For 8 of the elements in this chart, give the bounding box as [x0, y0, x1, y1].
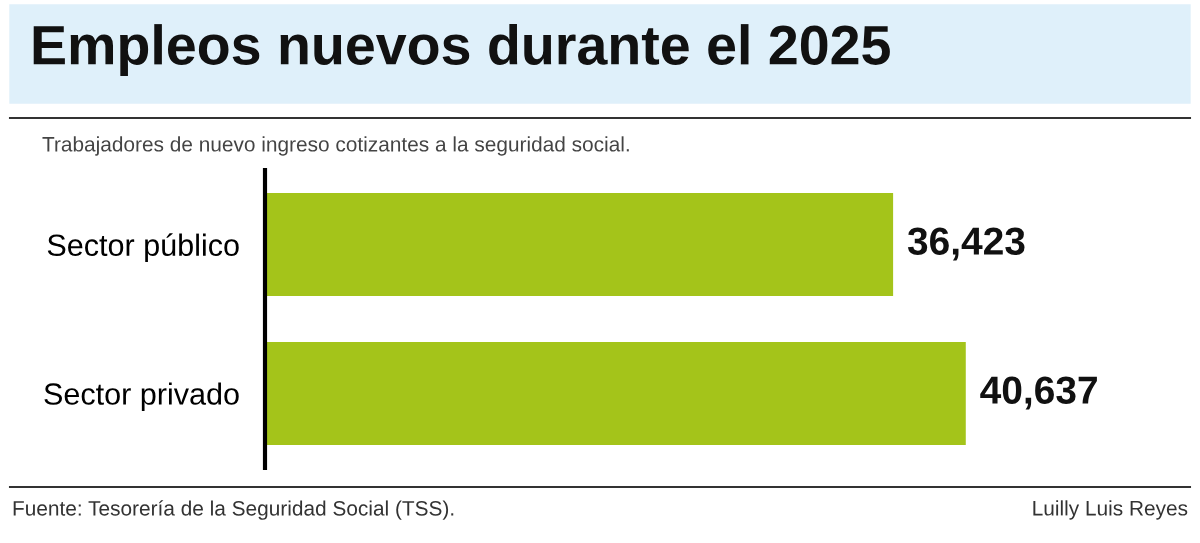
y-tick-label: Sector privado — [44, 382, 239, 411]
chart-subtitle: Trabajadores de nuevo ingreso cotizantes a la seguridad social. — [42, 136, 629, 156]
text: Luilly Luis Reyes — [1033, 500, 1188, 520]
chart-title: Empleos nuevos durante el 2025 — [33, 24, 890, 76]
data-label: 40,637 — [980, 376, 1097, 410]
y-tick-label: Sector público — [47, 233, 239, 263]
source-note: Fuente: Tesorería de la Seguridad Social (TSS). — [13, 500, 454, 520]
data-label: 36,423 — [907, 227, 1025, 261]
